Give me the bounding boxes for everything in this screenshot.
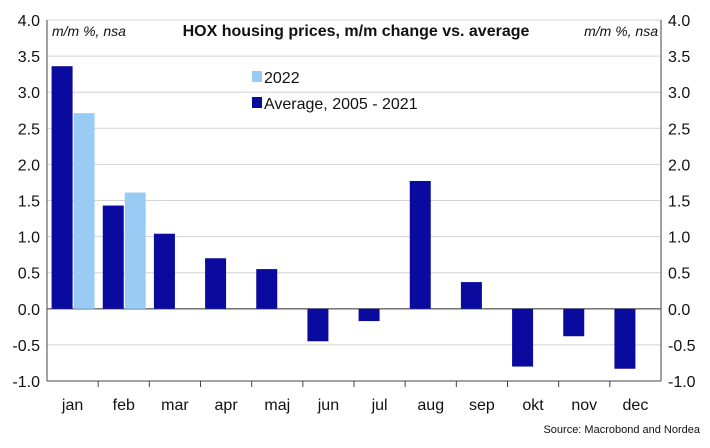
- y-tick-left: -1.0: [12, 374, 40, 391]
- y-unit-label-left: m/m %, nsa: [52, 23, 126, 39]
- x-tick-dec: dec: [623, 397, 649, 414]
- y-tick-left: 4.0: [18, 13, 40, 30]
- y-tick-right: -0.5: [668, 338, 696, 355]
- x-tick-maj: maj: [264, 397, 290, 414]
- x-tick-nov: nov: [571, 397, 597, 414]
- bar-average-sep: [460, 282, 482, 309]
- bar-average-feb: [102, 205, 124, 309]
- source-note: Source: Macrobond and Nordea: [543, 424, 700, 436]
- legend-swatch-average: [252, 97, 262, 108]
- bar-average-dec: [614, 308, 636, 369]
- y-tick-left: 1.5: [18, 194, 40, 211]
- bar-average-maj: [256, 269, 278, 309]
- x-tick-okt: okt: [522, 397, 544, 414]
- y-tick-right: 3.5: [668, 49, 690, 66]
- y-tick-left: 0.0: [18, 302, 40, 319]
- bar-2022-jan: [73, 113, 95, 309]
- y-tick-labels: 4.0 4.0 3.5 3.5 3.0 3.0 2.5 2.5 2.0 2.0 1.5 1.5 1.0 1…: [12, 13, 695, 391]
- x-tick-apr: apr: [215, 397, 239, 414]
- bar-average-okt: [512, 308, 534, 367]
- y-tick-right: 1.5: [668, 194, 690, 211]
- y-tick-right: -1.0: [668, 374, 696, 391]
- bar-average-mar: [153, 233, 175, 309]
- x-tick-sep: sep: [469, 397, 495, 414]
- bars: [51, 66, 636, 369]
- y-tick-right: 4.0: [668, 13, 690, 30]
- y-tick-left: 3.5: [18, 49, 40, 66]
- legend-label-average: Average, 2005 - 2021: [264, 96, 418, 113]
- y-tick-left: 0.5: [18, 266, 40, 283]
- y-tick-right: 2.5: [668, 121, 690, 138]
- x-tick-jan: jan: [61, 397, 83, 414]
- y-unit-label-right: m/m %, nsa: [584, 23, 658, 39]
- x-tick-mar: mar: [161, 397, 189, 414]
- bar-average-aug: [409, 181, 431, 309]
- y-tick-right: 1.0: [668, 230, 690, 247]
- bar-average-nov: [563, 308, 585, 337]
- y-tick-left: 2.5: [18, 121, 40, 138]
- legend: 2022 Average, 2005 - 2021: [252, 70, 418, 113]
- y-tick-right: 3.0: [668, 85, 690, 102]
- bar-average-jan: [51, 66, 73, 309]
- x-tick-jun: jun: [317, 397, 339, 414]
- y-tick-right: 0.5: [668, 266, 690, 283]
- y-tick-left: -0.5: [12, 338, 40, 355]
- x-tick-jul: jul: [371, 397, 388, 414]
- legend-label-2022: 2022: [264, 70, 300, 87]
- y-tick-left: 3.0: [18, 85, 40, 102]
- x-tick-labels: jan feb mar apr maj jun jul aug sep okt nov dec: [61, 397, 648, 414]
- bar-average-apr: [205, 258, 227, 309]
- y-tick-left: 2.0: [18, 157, 40, 174]
- legend-swatch-2022: [252, 71, 262, 82]
- x-tick-feb: feb: [113, 397, 135, 414]
- y-tick-right: 0.0: [668, 302, 690, 319]
- y-tick-left: 1.0: [18, 230, 40, 247]
- bar-2022-feb: [124, 192, 146, 309]
- bar-average-jul: [358, 308, 380, 322]
- x-tick-aug: aug: [417, 397, 444, 414]
- chart-title: HOX housing prices, m/m change vs. avera…: [183, 23, 530, 40]
- axes: [46, 20, 662, 387]
- y-tick-right: 2.0: [668, 157, 690, 174]
- bar-average-jun: [307, 308, 329, 342]
